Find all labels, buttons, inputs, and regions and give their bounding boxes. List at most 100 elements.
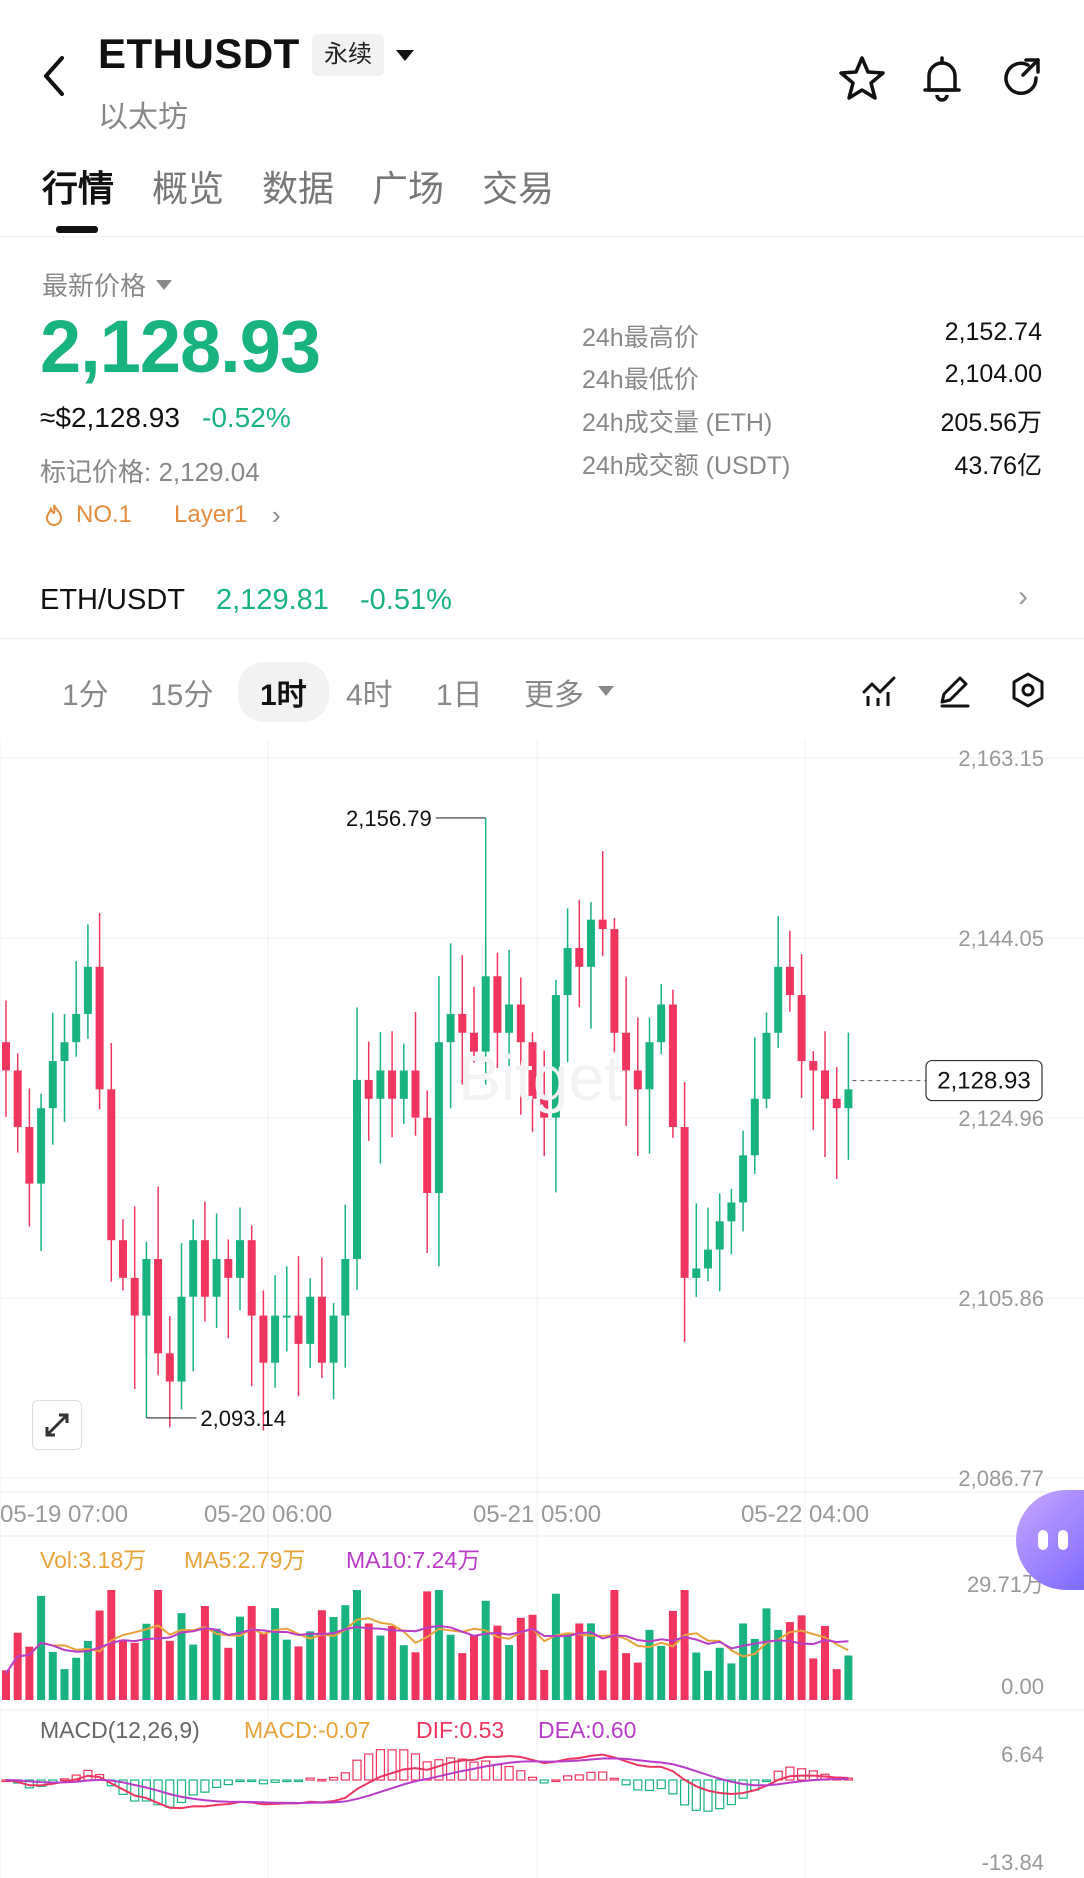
volume-bar: [774, 1629, 783, 1700]
stat-value-turnover: 43.76亿: [954, 452, 1042, 480]
tab-square[interactable]: 广场: [372, 168, 445, 209]
macd-histogram-bar: [176, 1779, 187, 1804]
macd-histogram-bar: [598, 1771, 608, 1781]
candle-body: [189, 1240, 198, 1297]
candle-body: [376, 1070, 385, 1099]
rank-tag[interactable]: NO.1: [76, 501, 133, 528]
macd-histogram-bar: [516, 1770, 526, 1781]
macd-params-label: MACD(12,26,9): [40, 1717, 200, 1743]
volume-bar: [844, 1655, 853, 1700]
low-price-label: 2,093.14: [200, 1406, 286, 1431]
candle-body: [37, 1108, 46, 1184]
stat-label-turnover: 24h成交额 (USDT): [582, 452, 791, 480]
chevron-right-icon[interactable]: ›: [272, 500, 281, 530]
macd-histogram-bar: [188, 1779, 198, 1796]
ma10-line: [5, 1624, 849, 1674]
candle-body: [774, 966, 783, 1033]
chevron-down-icon[interactable]: [396, 50, 414, 61]
candle-body: [83, 966, 92, 1014]
candle-body: [470, 1032, 478, 1052]
pair-name: ETH/USDT: [40, 584, 185, 616]
contract-type-selector[interactable]: 永续: [312, 34, 384, 76]
tab-overview[interactable]: 概览: [152, 168, 225, 209]
candle-body: [60, 1042, 69, 1062]
candle-body: [72, 1013, 81, 1043]
tab-trade[interactable]: 交易: [482, 168, 555, 209]
caret-down-icon[interactable]: [598, 686, 614, 696]
interval-4h[interactable]: 4时: [346, 679, 393, 712]
candle-body: [282, 1315, 291, 1318]
volume-bar: [37, 1595, 46, 1700]
interval-15m[interactable]: 15分: [150, 679, 214, 712]
category-tag[interactable]: Layer1: [174, 501, 248, 528]
interval-1h[interactable]: 1时: [238, 662, 329, 722]
volume-bar: [376, 1635, 385, 1700]
volume-bar: [785, 1622, 794, 1700]
volume-bar: [154, 1590, 163, 1700]
candle-body: [95, 966, 104, 1090]
macd-axis-bottom: -13.84: [982, 1850, 1044, 1875]
interval-1d[interactable]: 1日: [436, 679, 483, 712]
last-price: 2,128.93: [40, 305, 321, 388]
bell-icon[interactable]: [916, 52, 968, 104]
candle-body: [715, 1221, 724, 1250]
dif-line: [5, 1753, 849, 1810]
volume-bar: [762, 1608, 771, 1700]
stat-label-low: 24h最低价: [582, 366, 699, 394]
star-icon[interactable]: [836, 52, 888, 104]
candle-body: [809, 1061, 818, 1071]
candle-body: [563, 947, 572, 996]
indicator-icon[interactable]: [860, 670, 900, 710]
volume-bar: [60, 1669, 69, 1700]
macd-histogram-bar: [562, 1775, 573, 1781]
share-icon[interactable]: [996, 52, 1048, 104]
candle-body: [247, 1240, 256, 1316]
macd-histogram-bar: [609, 1777, 620, 1781]
draw-pencil-icon[interactable]: [934, 670, 974, 710]
kline-chart[interactable]: 2,163.15 2,144.05 2,124.96 2,105.86 2,086.77…: [0, 740, 1084, 1878]
tab-market[interactable]: 行情: [42, 168, 115, 209]
volume-bar: [715, 1647, 724, 1700]
volume-bar: [505, 1645, 514, 1700]
volume-bar: [633, 1662, 642, 1700]
macd-histogram-bar: [691, 1779, 701, 1811]
caret-down-icon[interactable]: [156, 280, 172, 290]
chart-settings-icon[interactable]: [1008, 670, 1048, 710]
stat-value-volume: 205.56万: [940, 409, 1042, 437]
volume-bar: [657, 1645, 666, 1700]
volume-bar: [434, 1590, 443, 1700]
price-type-label[interactable]: 最新价格: [42, 271, 147, 301]
candle-body: [505, 1004, 514, 1033]
candle-body: [317, 1296, 326, 1363]
candle-body: [657, 1004, 666, 1043]
tab-data[interactable]: 数据: [262, 168, 335, 209]
stat-value-high: 2,152.74: [944, 318, 1042, 346]
macd-histogram-bar: [317, 1778, 327, 1782]
interval-more[interactable]: 更多: [524, 679, 584, 712]
macd-histogram-bar: [399, 1749, 409, 1781]
candle-body: [739, 1155, 748, 1203]
fullscreen-button[interactable]: [32, 1400, 82, 1450]
main-tabs: 行情 概览 数据 广场 交易: [0, 160, 1084, 237]
back-icon[interactable]: [34, 46, 74, 106]
volume-bar: [470, 1635, 478, 1700]
dea-line: [5, 1757, 849, 1804]
spot-pair-row[interactable]: [0, 560, 1084, 639]
stat-label-volume: 24h成交量 (ETH): [582, 409, 773, 437]
interval-1m[interactable]: 1分: [62, 679, 109, 712]
volume-bar: [563, 1632, 572, 1700]
candle-body: [13, 1070, 22, 1128]
candle-body: [704, 1249, 712, 1269]
macd-histogram-bar: [212, 1779, 222, 1788]
pair-change: -0.51%: [360, 584, 452, 616]
volume-bar: [200, 1606, 209, 1700]
volume-bar: [680, 1590, 689, 1700]
chevron-right-icon[interactable]: ›: [1018, 580, 1028, 613]
volume-bar: [493, 1625, 502, 1700]
macd-histogram-bar: [329, 1776, 339, 1781]
candle-body: [622, 1032, 631, 1071]
current-price-box: [925, 1059, 1043, 1102]
assistant-eye: [1038, 1530, 1048, 1550]
price-axis-label: 2,086.77: [958, 1466, 1044, 1491]
volume-bar: [481, 1600, 490, 1700]
